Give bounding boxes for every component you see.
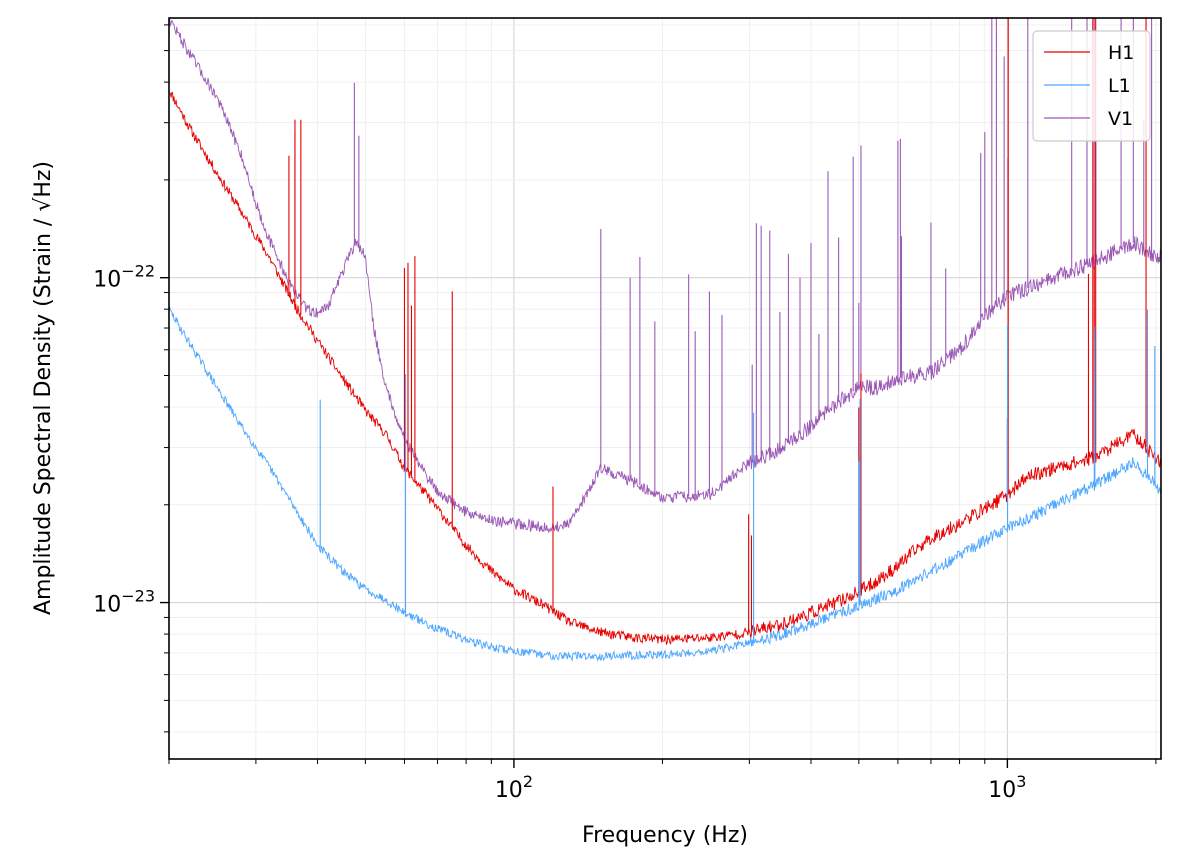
y-tick-label: 10−22 [93, 262, 155, 293]
tick-layer [160, 24, 1157, 768]
x-tick-label: 102 [495, 772, 533, 803]
legend-label-l1: L1 [1108, 75, 1131, 97]
tick-label-layer: 102 103 10−23 10−22 [93, 262, 1026, 803]
legend: H1 L1 V1 [1032, 30, 1151, 142]
series-line-l1 [169, 306, 1161, 663]
grid-layer [168, 18, 1161, 759]
x-axis-label: Frequency (Hz) [582, 823, 748, 848]
y-axis-label: Amplitude Spectral Density (Strain / √Hz… [31, 161, 56, 615]
plot-frame [168, 17, 1162, 760]
series-line-h1 [169, 91, 1161, 646]
y-tick-label: 10−23 [93, 587, 155, 618]
x-tick-label: 103 [988, 772, 1026, 803]
series-line-v1 [169, 18, 1161, 533]
legend-box [1032, 30, 1151, 142]
legend-label-h1: H1 [1108, 42, 1134, 64]
legend-label-v1: V1 [1108, 108, 1133, 130]
